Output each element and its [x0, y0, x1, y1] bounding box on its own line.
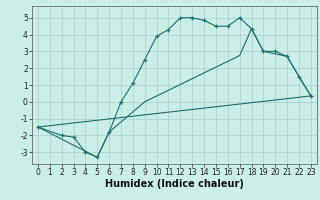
- X-axis label: Humidex (Indice chaleur): Humidex (Indice chaleur): [105, 179, 244, 189]
